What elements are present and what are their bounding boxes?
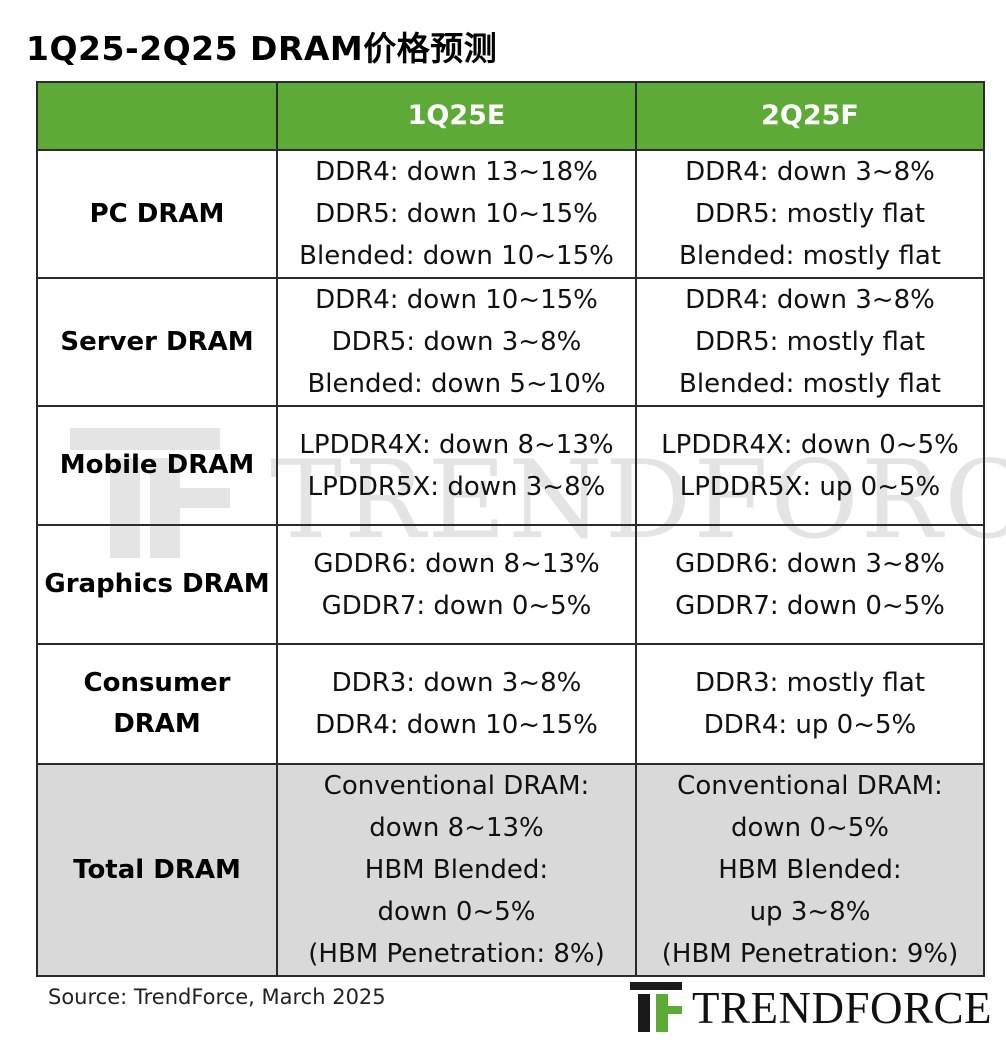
cell-line: GDDR6: down 3~8%	[675, 548, 945, 579]
cell-line: down 0~5%	[731, 813, 889, 843]
cell-line: (HBM Penetration: 8%)	[308, 939, 605, 969]
cell-graphics-dram-1q25e: GDDR6: down 8~13% GDDR7: down 0~5%	[276, 524, 637, 645]
cell-line: HBM Blended:	[364, 855, 549, 885]
row-label-graphics-dram: Graphics DRAM	[36, 524, 278, 645]
forecast-table: 1Q25E 2Q25F PC DRAM DDR4: down 13~18% DD…	[36, 81, 985, 977]
cell-line: DDR5: mostly flat	[694, 327, 926, 357]
table-row: Consumer DRAM DDR3: down 3~8% DDR4: down…	[36, 643, 985, 765]
cell-consumer-dram-1q25e: DDR3: down 3~8% DDR4: down 10~15%	[276, 643, 637, 765]
cell-line: up 3~8%	[749, 897, 871, 927]
cell-line: Blended: mostly flat	[679, 241, 941, 271]
header-2q25f: 2Q25F	[635, 81, 985, 151]
trendforce-logo-icon	[630, 982, 682, 1032]
cell-line: DDR3: down 3~8%	[331, 668, 582, 698]
cell-total-dram-1q25e: Conventional DRAM: down 8~13% HBM Blende…	[276, 763, 637, 977]
cell-line: LPDDR5X: down 3~8%	[307, 471, 606, 502]
cell-server-dram-2q25f: DDR4: down 3~8% DDR5: mostly flat Blende…	[635, 277, 985, 407]
cell-line: DDR4: down 10~15%	[315, 710, 598, 740]
cell-line: DDR3: mostly flat	[694, 668, 926, 698]
logo-text: TRENDFORCE	[692, 983, 993, 1033]
table-row: Total DRAM Conventional DRAM: down 8~13%…	[36, 763, 985, 977]
row-label-total-dram: Total DRAM	[36, 763, 278, 977]
cell-line: DDR4: down 13~18%	[315, 157, 598, 187]
cell-line: GDDR7: down 0~5%	[675, 590, 945, 621]
source-note: Source: TrendForce, March 2025	[48, 985, 386, 1009]
row-label-pc-dram: PC DRAM	[36, 149, 278, 279]
row-label-server-dram: Server DRAM	[36, 277, 278, 407]
cell-line: down 0~5%	[377, 897, 536, 927]
cell-line: LPDDR5X: up 0~5%	[679, 471, 941, 502]
cell-line: LPDDR4X: down 8~13%	[299, 429, 614, 460]
table-row: Graphics DRAM GDDR6: down 8~13% GDDR7: d…	[36, 524, 985, 645]
cell-pc-dram-1q25e: DDR4: down 13~18% DDR5: down 10~15% Blen…	[276, 149, 637, 279]
cell-total-dram-2q25f: Conventional DRAM: down 0~5% HBM Blended…	[635, 763, 985, 977]
cell-line: DDR5: mostly flat	[694, 199, 926, 229]
row-label-line: DRAM	[113, 709, 201, 739]
cell-server-dram-1q25e: DDR4: down 10~15% DDR5: down 3~8% Blende…	[276, 277, 637, 407]
cell-line: DDR5: down 10~15%	[315, 199, 598, 229]
header-corner	[36, 81, 278, 151]
cell-line: GDDR7: down 0~5%	[321, 590, 592, 621]
cell-line: (HBM Penetration: 9%)	[661, 939, 959, 969]
table-row: Mobile DRAM LPDDR4X: down 8~13% LPDDR5X:…	[36, 405, 985, 526]
cell-line: down 8~13%	[369, 813, 544, 843]
cell-line: Conventional DRAM:	[323, 771, 590, 801]
cell-line: GDDR6: down 8~13%	[313, 548, 600, 579]
page-title: 1Q25-2Q25 DRAM价格预测	[26, 29, 498, 68]
header-row: 1Q25E 2Q25F	[36, 81, 985, 151]
cell-line: LPDDR4X: down 0~5%	[661, 429, 959, 460]
cell-line: Blended: down 5~10%	[307, 369, 606, 399]
cell-line: DDR4: down 10~15%	[315, 285, 598, 315]
cell-consumer-dram-2q25f: DDR3: mostly flat DDR4: up 0~5%	[635, 643, 985, 765]
trendforce-logo: TRENDFORCE	[628, 978, 992, 1034]
header-1q25e: 1Q25E	[276, 81, 637, 151]
cell-line: DDR5: down 3~8%	[331, 327, 582, 357]
row-label-consumer-dram: Consumer DRAM	[36, 643, 278, 765]
cell-line: HBM Blended:	[718, 855, 902, 885]
cell-line: Blended: mostly flat	[679, 369, 941, 399]
cell-line: Blended: down 10~15%	[299, 241, 614, 271]
row-label-line: Consumer	[83, 668, 231, 698]
cell-line: DDR4: down 3~8%	[685, 157, 935, 187]
cell-mobile-dram-1q25e: LPDDR4X: down 8~13% LPDDR5X: down 3~8%	[276, 405, 637, 526]
cell-mobile-dram-2q25f: LPDDR4X: down 0~5% LPDDR5X: up 0~5%	[635, 405, 985, 526]
cell-graphics-dram-2q25f: GDDR6: down 3~8% GDDR7: down 0~5%	[635, 524, 985, 645]
cell-line: Conventional DRAM:	[677, 771, 943, 801]
table-row: Server DRAM DDR4: down 10~15% DDR5: down…	[36, 277, 985, 407]
cell-line: DDR4: down 3~8%	[685, 285, 935, 315]
forecast-table-wrap: 1Q25E 2Q25F PC DRAM DDR4: down 13~18% DD…	[36, 81, 985, 977]
cell-pc-dram-2q25f: DDR4: down 3~8% DDR5: mostly flat Blende…	[635, 149, 985, 279]
table-row: PC DRAM DDR4: down 13~18% DDR5: down 10~…	[36, 149, 985, 279]
cell-line: DDR4: up 0~5%	[703, 710, 917, 740]
row-label-mobile-dram: Mobile DRAM	[36, 405, 278, 526]
